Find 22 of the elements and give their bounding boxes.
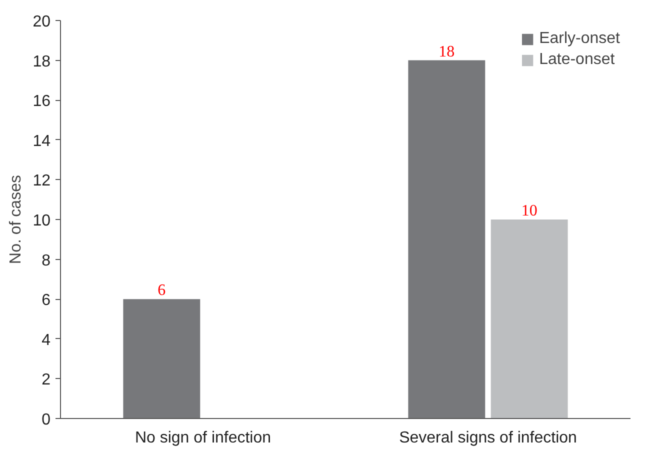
legend-label: Late-onset — [539, 51, 615, 69]
y-tick-label: 16 — [32, 93, 51, 110]
bar — [408, 60, 486, 418]
y-tick-label: 2 — [42, 372, 51, 389]
y-tick-label: 14 — [32, 132, 51, 150]
data-label: 10 — [521, 202, 538, 220]
bar — [490, 220, 568, 418]
y-tick-label: 4 — [42, 332, 51, 349]
y-tick-label: 0 — [42, 412, 51, 428]
y-tick-label: 8 — [42, 252, 51, 270]
data-label: 6 — [158, 282, 166, 300]
y-tick-label: 18 — [32, 53, 51, 70]
x-tick-label: Several signs of infection — [399, 430, 577, 446]
y-axis-title: No. of cases — [8, 175, 25, 264]
y-tick-label: 12 — [32, 172, 51, 190]
bar — [123, 299, 200, 418]
y-tick-label: 20 — [32, 14, 51, 30]
x-tick-label: No sign of infection — [134, 430, 272, 446]
data-label: 18 — [438, 43, 455, 60]
y-tick-label: 6 — [42, 292, 51, 310]
y-tick-label: 10 — [32, 212, 51, 230]
legend-label: Early-onset — [539, 30, 620, 48]
